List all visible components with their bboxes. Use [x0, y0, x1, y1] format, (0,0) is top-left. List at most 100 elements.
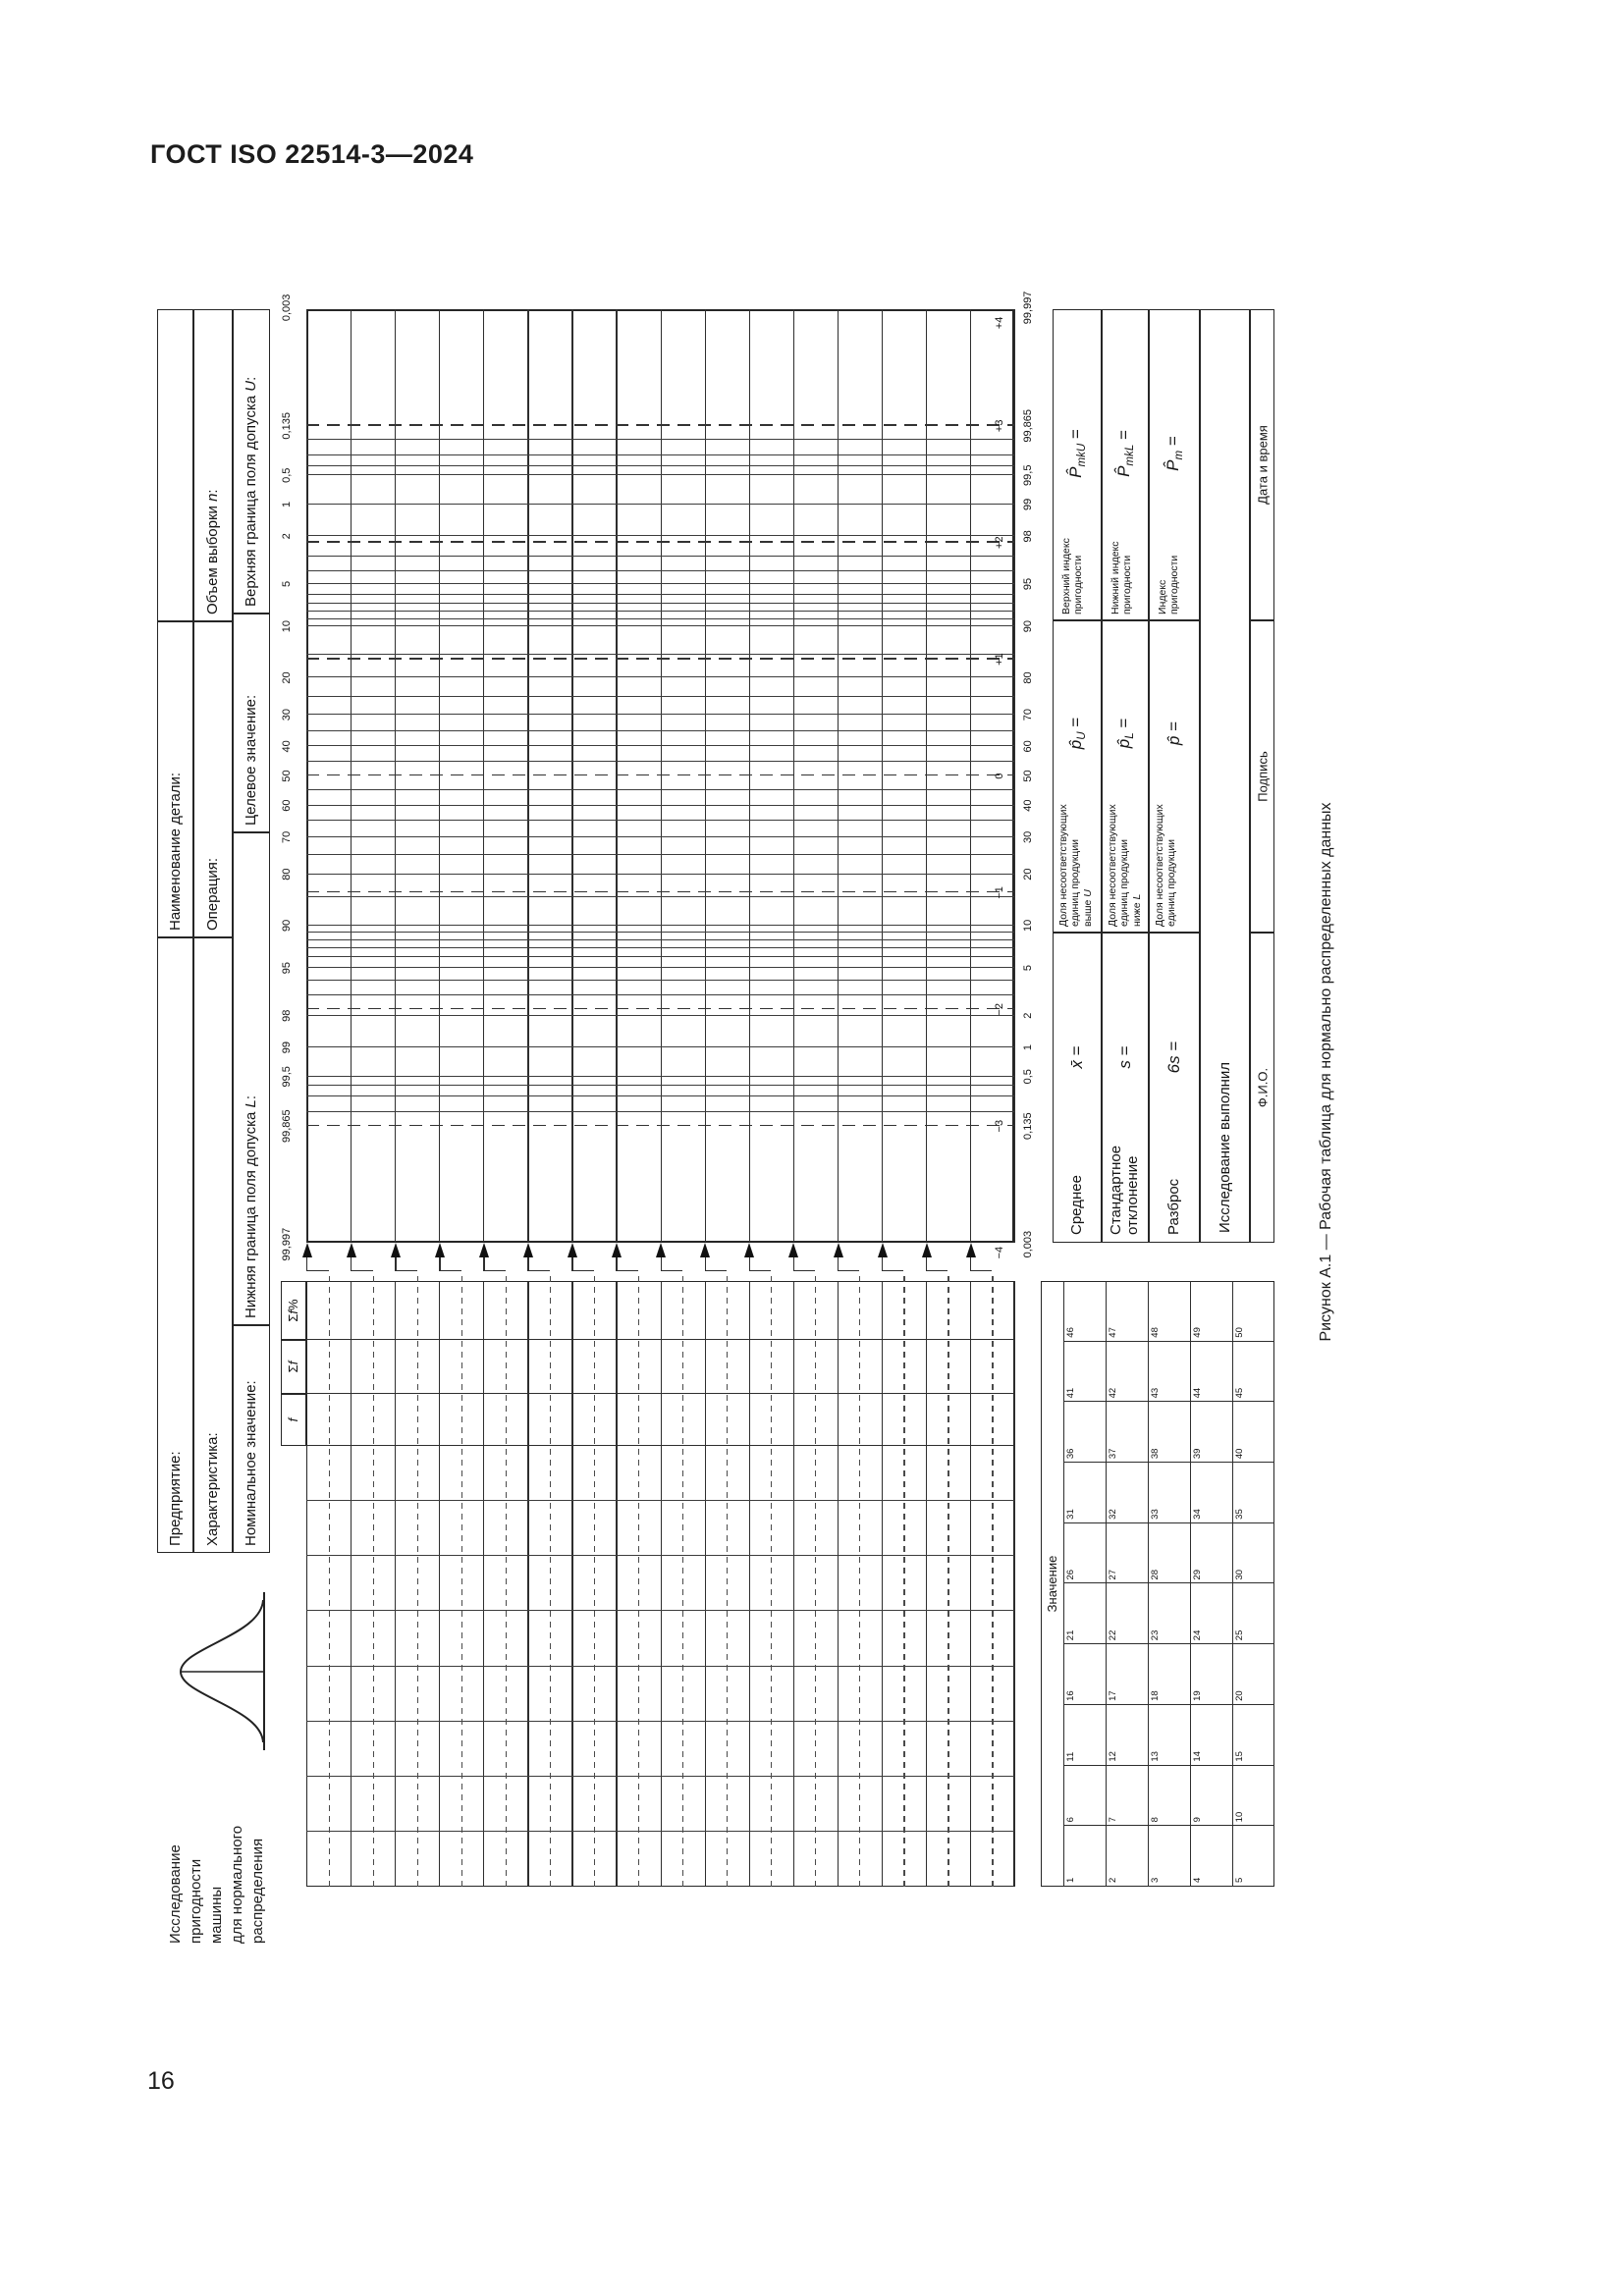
grid-class-line [306, 309, 308, 1243]
plot-elbow-vertical [527, 1269, 550, 1271]
plot-elbow-horizontal [483, 1256, 485, 1271]
value-table-column-line [1063, 1703, 1274, 1705]
tally-guide-line [306, 1775, 1014, 1777]
value-cell-number: 16 [1065, 1690, 1076, 1701]
value-cell-number: 21 [1065, 1629, 1076, 1641]
percent-scale-top-label: 1 [281, 501, 293, 507]
grid-percent-line [306, 454, 1014, 455]
grid-percent-line [306, 931, 1014, 933]
grid-percent-line [306, 895, 1014, 897]
plot-elbow-vertical [925, 1269, 948, 1271]
plot-elbow-vertical [837, 1269, 860, 1271]
percent-scale-bottom-label: 60 [1022, 740, 1034, 753]
grid-percent-line [306, 853, 1014, 855]
tally-block [306, 1281, 1014, 1887]
plot-elbow-horizontal [748, 1256, 751, 1271]
plot-arrow-icon [833, 1243, 843, 1257]
value-cell-number: 40 [1234, 1448, 1245, 1460]
plot-elbow-vertical [571, 1269, 594, 1271]
tally-header-label: f [286, 1417, 300, 1422]
value-cell-number: 3 [1150, 1877, 1161, 1883]
value-cell-number: 24 [1192, 1629, 1203, 1641]
grid-percent-line [306, 760, 1014, 762]
grid-percent-line [306, 593, 1014, 595]
header-field-label: Предприятие: [166, 1451, 184, 1546]
grid-class-line [837, 309, 839, 1243]
value-table-column-line [1063, 1825, 1274, 1827]
percent-scale-top-label: 50 [281, 770, 293, 782]
plot-arrow-icon [390, 1243, 401, 1257]
plot-arrow-icon [921, 1243, 932, 1257]
plot-arrow-icon [877, 1243, 888, 1257]
index-formula: P̂m = [1163, 436, 1186, 471]
tally-guide-line [306, 1830, 1014, 1832]
header-field-cell [157, 309, 193, 621]
percent-scale-top-label: 2 [281, 533, 293, 540]
value-cell-number: 20 [1234, 1690, 1245, 1701]
grid-percent-line [306, 873, 1014, 875]
grid-sigma-dash-line [306, 1124, 1014, 1127]
percent-scale-bottom-label: 90 [1022, 620, 1034, 633]
percent-scale-top-label: 20 [281, 671, 293, 684]
grid-percent-line [306, 729, 1014, 731]
header-field-label: Номинальное значение: [243, 1380, 259, 1546]
percent-scale-top-label: 60 [281, 799, 293, 812]
grid-class-line [748, 309, 750, 1243]
value-cell-number: 28 [1150, 1569, 1161, 1580]
percent-scale-top-label: 99,865 [281, 1109, 293, 1144]
percent-scale-bottom-label: 0,135 [1022, 1112, 1034, 1140]
tally-guide-line [306, 1555, 1014, 1557]
sigma-scale-label: +2 [994, 536, 1005, 549]
percent-scale-bottom-label: 2 [1022, 1012, 1034, 1019]
value-cell-number: 43 [1150, 1387, 1161, 1399]
value-cell-number: 6 [1065, 1817, 1076, 1823]
value-cell-number: 8 [1150, 1817, 1161, 1823]
value-cell-number: 50 [1234, 1327, 1245, 1338]
plot-elbow-horizontal [837, 1256, 839, 1271]
percent-scale-top-label: 99,997 [281, 1227, 293, 1261]
stats-name-label: Разброс [1165, 1178, 1182, 1235]
plot-elbow-horizontal [925, 1256, 928, 1271]
plot-arrow-icon [788, 1243, 799, 1257]
class-midline-dashed [771, 1271, 773, 1887]
value-table-row-line [1148, 1281, 1149, 1887]
stats-formula: x̄ = [1067, 1045, 1086, 1069]
value-cell-number: 45 [1234, 1387, 1245, 1399]
grid-class-line [925, 309, 928, 1243]
class-midline-dashed [328, 1271, 330, 1887]
tally-column-separator [306, 1338, 1014, 1340]
plot-elbow-vertical [616, 1269, 638, 1271]
value-cell-number: 11 [1065, 1751, 1076, 1762]
grid-percent-line [306, 1084, 1014, 1086]
grid-percent-line [306, 979, 1014, 981]
tally-guide-line [306, 1500, 1014, 1502]
percent-scale-top-label: 90 [281, 919, 293, 933]
stats-formula: 6s = [1164, 1041, 1183, 1074]
percent-scale-bottom-label: 95 [1022, 577, 1034, 591]
grid-percent-line [306, 1110, 1014, 1112]
value-table-row-line [1190, 1281, 1191, 1887]
value-cell-number: 34 [1192, 1509, 1203, 1520]
value-table-column-line [1063, 1401, 1274, 1403]
sigma-scale-label: −3 [994, 1119, 1005, 1133]
share-formula: p̂ = [1164, 721, 1183, 746]
percent-scale-top-label: 5 [281, 580, 293, 587]
tally-guide-line [306, 1610, 1014, 1612]
sigma-scale-label: +4 [994, 316, 1005, 330]
index-formula: P̂mkU = [1065, 429, 1089, 478]
header-field-label: Целевое значение: [243, 694, 259, 826]
plot-elbow-vertical [748, 1269, 772, 1271]
value-cell-number: 42 [1108, 1387, 1118, 1399]
class-midline-dashed [727, 1271, 729, 1887]
plot-elbow-horizontal [306, 1256, 308, 1271]
doc-header: ГОСТ ISO 22514-3—2024 [150, 139, 474, 169]
percent-scale-top-label: 0,5 [281, 467, 293, 483]
tally-class-line [1014, 1281, 1016, 1887]
plot-elbow-horizontal [660, 1256, 662, 1271]
plot-arrow-icon [744, 1243, 755, 1257]
plot-arrow-icon [612, 1243, 623, 1257]
grid-percent-line [306, 994, 1014, 996]
percent-scale-top-label: 80 [281, 868, 293, 881]
grid-class-line [881, 309, 883, 1243]
value-cell-number: 15 [1234, 1751, 1245, 1762]
